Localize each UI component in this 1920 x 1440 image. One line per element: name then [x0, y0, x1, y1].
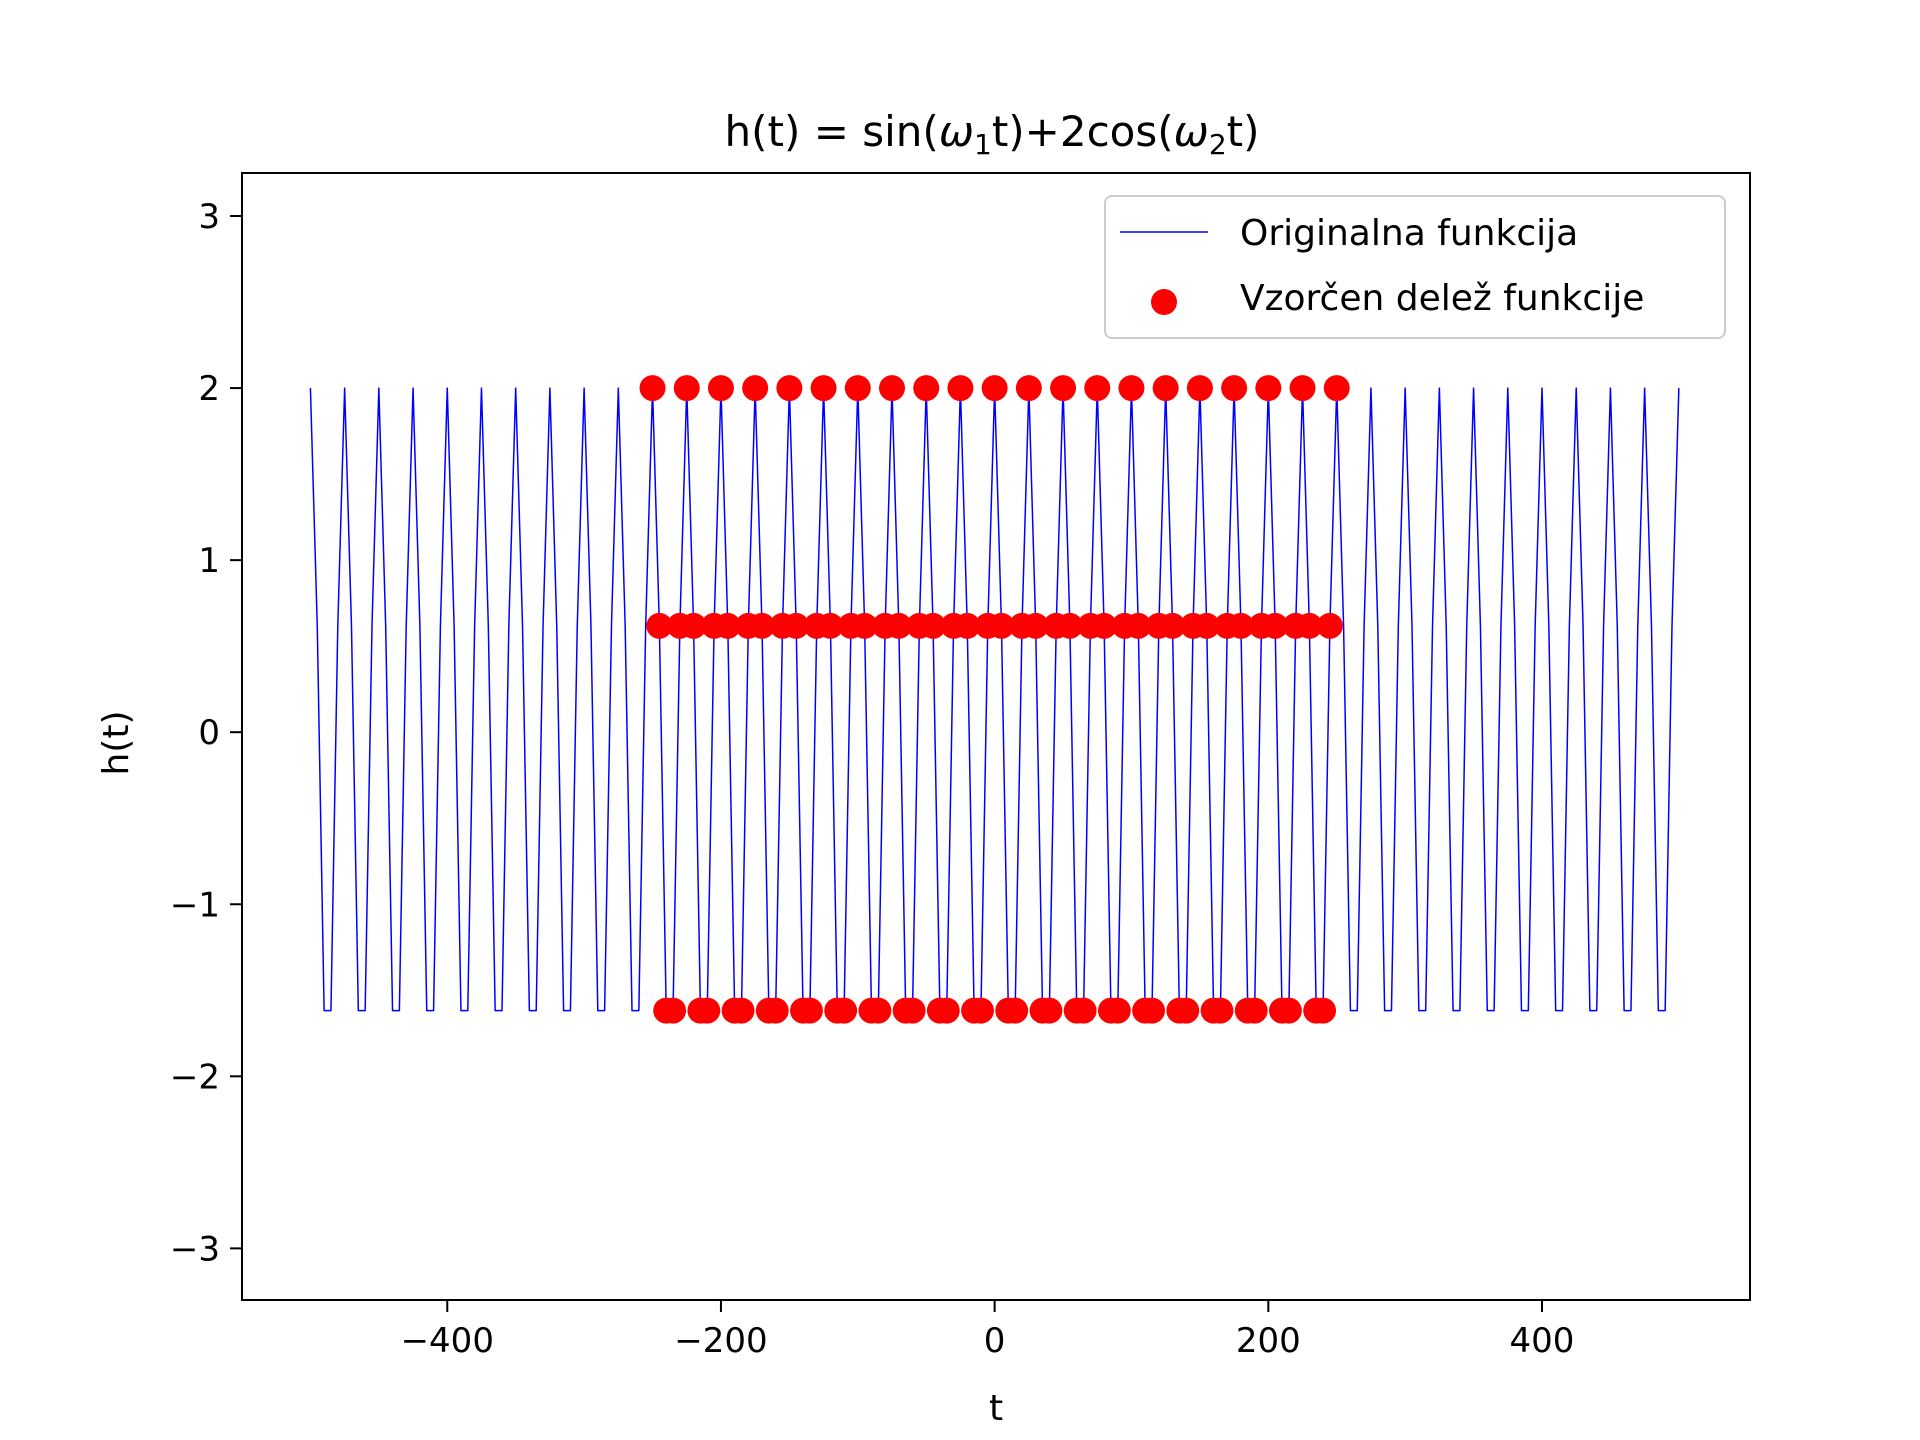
legend-label-sampled: Vzorčen delež funkcije — [1240, 278, 1644, 319]
legend: Originalna funkcija Vzorčen delež funkci… — [1104, 195, 1726, 339]
sample-point — [1070, 997, 1097, 1024]
sample-point — [817, 612, 844, 639]
sample-point — [1262, 612, 1289, 639]
x-tick-label: 0 — [984, 1321, 1006, 1361]
sample-point — [1002, 997, 1029, 1024]
plot-area — [309, 375, 1680, 1024]
sample-point — [1275, 997, 1302, 1024]
sample-point — [1152, 375, 1179, 402]
sample-point — [660, 997, 687, 1024]
sample-point — [749, 612, 775, 639]
sample-point — [899, 997, 926, 1024]
sample-point — [783, 612, 810, 639]
sample-point — [851, 612, 878, 639]
y-tick-label: 0 — [198, 713, 220, 753]
sample-point — [1310, 997, 1337, 1024]
sample-point — [1022, 612, 1049, 639]
sample-point — [1173, 997, 1200, 1024]
y-axis: −3 −2 −1 0 1 2 3 — [170, 197, 242, 1269]
sample-point — [981, 375, 1008, 402]
sample-point — [1091, 612, 1118, 639]
sample-point — [1221, 375, 1248, 402]
y-tick-label: 3 — [198, 197, 220, 237]
sample-point — [879, 375, 905, 402]
sample-point — [1289, 375, 1316, 402]
sample-point — [1036, 997, 1063, 1024]
sample-point — [1104, 997, 1131, 1024]
plot-frame — [241, 172, 1751, 1301]
series-layer — [309, 375, 1680, 1024]
sample-point — [831, 997, 858, 1024]
sample-point — [1193, 612, 1220, 639]
legend-label-original: Originalna funkcija — [1240, 213, 1578, 254]
sample-point — [920, 612, 947, 639]
legend-marker-swatch — [1151, 289, 1177, 315]
y-tick-label: 1 — [198, 541, 220, 581]
sample-point — [1139, 997, 1165, 1024]
sample-point — [673, 375, 700, 402]
sample-point — [796, 997, 823, 1024]
x-axis: −400 −200 0 200 400 — [401, 1300, 1575, 1361]
sample-point — [714, 612, 741, 639]
series-scatter-sampled — [639, 375, 1350, 1024]
x-tick-label: −200 — [674, 1321, 767, 1361]
sample-point — [1296, 612, 1323, 639]
sample-point — [1015, 375, 1042, 402]
sample-point — [728, 997, 755, 1024]
sample-point — [1186, 375, 1213, 402]
sample-point — [844, 375, 871, 402]
sample-point — [988, 612, 1015, 639]
sample-point — [1316, 612, 1343, 639]
sample-point — [1241, 997, 1268, 1024]
sample-point — [933, 997, 960, 1024]
sample-point — [680, 612, 707, 639]
sample-point — [954, 612, 981, 639]
y-tick-label: −2 — [170, 1057, 220, 1097]
sample-point — [762, 997, 789, 1024]
sample-point — [646, 612, 673, 639]
sample-point — [1084, 375, 1111, 402]
sample-point — [967, 997, 994, 1024]
x-tick-label: −400 — [401, 1321, 494, 1361]
sample-point — [1255, 375, 1282, 402]
sample-point — [1207, 997, 1234, 1024]
y-tick-label: −3 — [170, 1229, 220, 1269]
sample-point — [1323, 375, 1350, 402]
sample-point — [1118, 375, 1145, 402]
sample-point — [639, 375, 666, 402]
x-tick-label: 400 — [1510, 1321, 1575, 1361]
sample-point — [885, 612, 912, 639]
chart-title: h(t) = sin(ω1t)+2cos(ω2t) — [725, 107, 1260, 161]
sample-point — [742, 375, 769, 402]
sample-point — [947, 375, 974, 402]
sample-point — [810, 375, 837, 402]
sample-point — [865, 997, 892, 1024]
sample-point — [1056, 612, 1083, 639]
sample-point — [694, 997, 721, 1024]
sample-point — [1227, 612, 1254, 639]
legend-frame — [1104, 195, 1726, 339]
sample-point — [707, 375, 734, 402]
y-tick-label: −1 — [170, 885, 220, 925]
sample-point — [776, 375, 803, 402]
x-axis-label: t — [989, 1388, 1003, 1429]
sample-point — [1125, 612, 1152, 639]
sample-point — [1159, 612, 1186, 639]
x-tick-label: 200 — [1236, 1321, 1301, 1361]
sample-point — [913, 375, 940, 402]
y-axis-label: h(t) — [96, 710, 137, 775]
sample-point — [1050, 375, 1077, 402]
y-tick-label: 2 — [198, 369, 220, 409]
